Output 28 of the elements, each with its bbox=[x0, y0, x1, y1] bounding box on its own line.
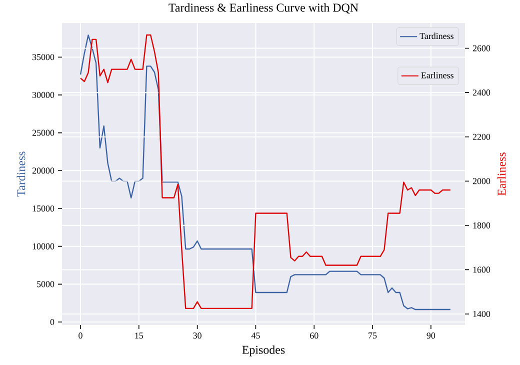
y2-tick-label: 2200 bbox=[472, 134, 490, 140]
y-tick-label: 35000 bbox=[32, 54, 54, 60]
y-axis-title: Tardiness bbox=[16, 152, 26, 197]
legend-label: Earliness bbox=[421, 72, 454, 78]
x-tick-label: 60 bbox=[310, 332, 318, 339]
y2-tick-label: 2400 bbox=[472, 90, 490, 96]
y-tick-label: 30000 bbox=[32, 92, 54, 98]
x-tick-label: 0 bbox=[78, 332, 82, 339]
x-tick-label: 75 bbox=[368, 332, 377, 339]
y2-tick-label: 2600 bbox=[472, 45, 490, 52]
y-tick-label: 5000 bbox=[37, 281, 54, 288]
y2-axis-title: Earliness bbox=[497, 152, 506, 196]
chart-title: Tardiness & Earliness Curve with DQN bbox=[168, 3, 358, 14]
x-tick-label: 45 bbox=[251, 332, 260, 339]
x-tick-label: 30 bbox=[193, 332, 202, 339]
y2-tick-label: 1800 bbox=[473, 222, 490, 228]
y-tick-label: 0 bbox=[50, 318, 54, 326]
y-tick-label: 25000 bbox=[32, 130, 54, 136]
x-tick-label: 15 bbox=[135, 332, 144, 339]
x-axis-title: Episodes bbox=[242, 345, 285, 356]
x-tick-label: 90 bbox=[426, 332, 436, 339]
legend-label: Tardiness bbox=[420, 32, 454, 40]
y-tick-label: 10000 bbox=[32, 243, 54, 250]
y2-tick-label: 1600 bbox=[473, 266, 490, 273]
y-tick-label: 15000 bbox=[32, 205, 54, 212]
y2-tick-label: 2000 bbox=[472, 178, 490, 184]
y2-tick-label: 1400 bbox=[473, 310, 490, 317]
y-tick-label: 20000 bbox=[32, 168, 54, 174]
